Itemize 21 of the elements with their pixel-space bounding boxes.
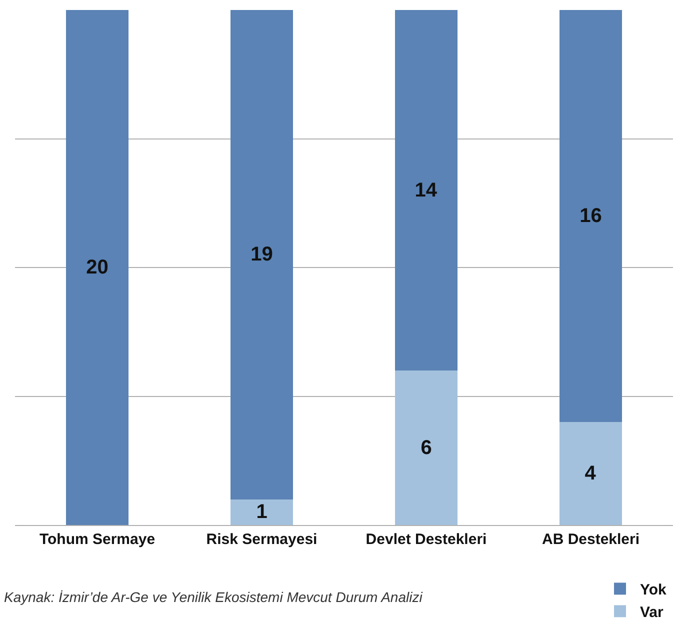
text: Kaynak: İzmir’de Ar-Ge ve Yenilik Ekosistemi Mevcut Durum Analizi <box>4 589 424 605</box>
data-label: 19 <box>250 244 273 266</box>
bar <box>230 499 294 525</box>
bar <box>560 422 622 525</box>
bar <box>395 10 458 370</box>
x-tick-label: Risk Sermayesi <box>206 531 318 548</box>
bar <box>395 370 458 525</box>
bar <box>66 10 129 525</box>
bar <box>230 10 294 500</box>
x-tick-label: Tohum Sermaye <box>39 531 156 548</box>
data-label: 20 <box>86 256 108 278</box>
data-label: 6 <box>420 436 432 459</box>
bar <box>560 10 622 422</box>
data-label: 4 <box>584 462 597 484</box>
x-tick-label: Devlet Destekleri <box>366 531 487 548</box>
data-label: 1 <box>256 501 268 524</box>
legend-label: Var <box>640 604 664 622</box>
legend-label: Yok <box>640 582 668 599</box>
x-tick-label: AB Destekleri <box>542 531 640 548</box>
data-label: 16 <box>580 205 602 227</box>
data-label: 14 <box>414 179 438 202</box>
